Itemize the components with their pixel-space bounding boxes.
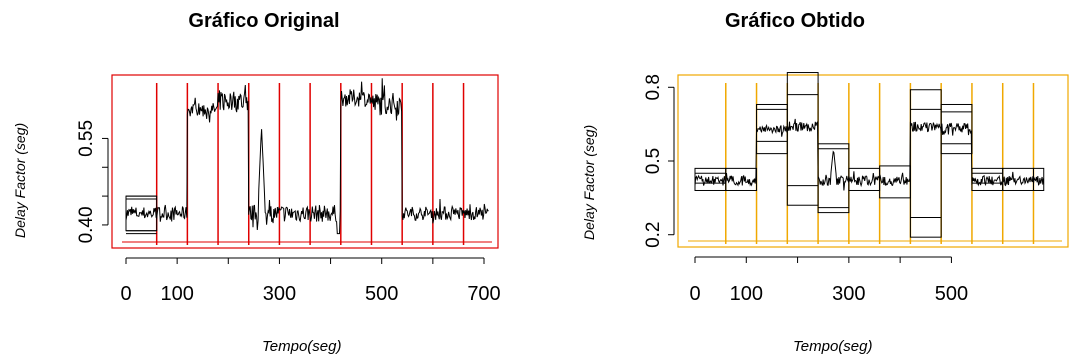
y-tick-label: 0.40: [76, 206, 97, 243]
x-axis-label: Tempo(seg): [793, 338, 873, 355]
x-tick-label: 100: [730, 283, 763, 305]
y-tick-label: 0.5: [643, 148, 664, 174]
threshold-box: [817, 143, 850, 214]
x-tick-label: 300: [263, 283, 296, 305]
chart-panel-original: Gráfico Original 0 100 300 500 700 0.40 0.55 T…: [0, 0, 534, 363]
x-tick-label: 300: [832, 283, 865, 305]
x-tick-label: 700: [467, 283, 500, 305]
chart-plot-original: 0 100 300 500 700 0.40 0.55: [76, 74, 501, 305]
y-tick-label: 0.55: [76, 120, 97, 157]
x-tick-label: 500: [935, 283, 968, 305]
y-axis-label: Delay Factor (seg): [581, 124, 597, 240]
threshold-box: [909, 89, 942, 238]
x-tick-label: 0: [120, 283, 131, 305]
series-line: [694, 118, 1044, 191]
chart-plot-obtained: 0 100 300 500 0.2 0.5 0.8: [643, 72, 1069, 305]
plot-frame: [111, 74, 499, 249]
x-tick-label: 500: [365, 283, 398, 305]
plot-frame: [677, 74, 1069, 248]
y-tick-label: 0.8: [643, 74, 664, 100]
threshold-box: [971, 167, 1004, 191]
y-tick-label: 0.2: [643, 222, 664, 248]
chart-panel-obtained: Gráfico Obtido 0 100 300 500 0.2 0.5 0.8 Tempo…: [535, 0, 1069, 363]
series-line: [125, 78, 489, 235]
chart-title: Gráfico Obtido: [725, 10, 865, 32]
y-axis-label: Delay Factor (seg): [12, 122, 28, 238]
x-tick-label: 100: [160, 283, 193, 305]
x-tick-label: 0: [689, 283, 700, 305]
x-axis-label: Tempo(seg): [262, 338, 342, 355]
chart-title: Gráfico Original: [188, 10, 340, 32]
